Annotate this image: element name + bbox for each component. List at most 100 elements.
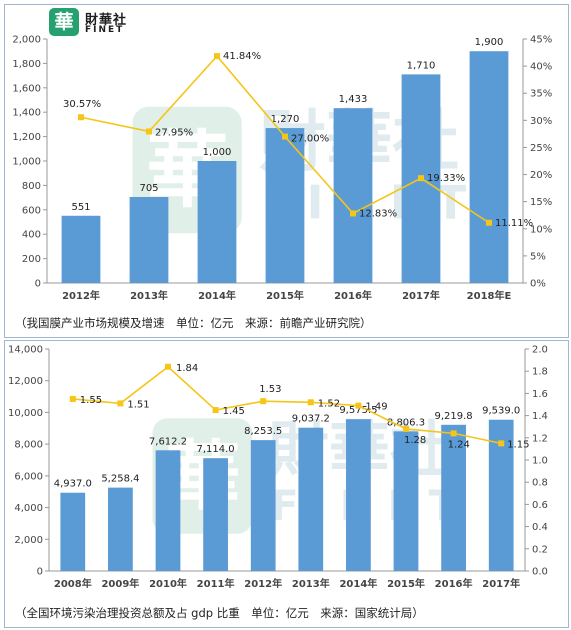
y2-tick-label: 5% <box>530 251 546 262</box>
bar-data-label: 9,575.5 <box>339 405 377 416</box>
bar <box>298 427 324 571</box>
y2-tick-label: 0.2 <box>532 544 548 555</box>
y-tick-label: 1,000 <box>12 157 41 168</box>
x-tick-label: 2014年 <box>198 289 236 302</box>
y2-tick-label: 35% <box>530 89 552 100</box>
series-line <box>72 365 502 445</box>
line-data-label: 11.11% <box>495 218 533 229</box>
line-point <box>214 53 220 60</box>
bar-data-label: 8,253.5 <box>244 426 282 437</box>
line-data-label: 30.57% <box>63 99 101 110</box>
x-tick-label: 2015年 <box>387 577 425 590</box>
line-point <box>212 407 219 414</box>
line-point <box>165 363 171 370</box>
line-data-label: 1.45 <box>223 406 245 417</box>
x-tick-label: 2016年 <box>334 289 372 302</box>
finet-logo-mark: 華 <box>49 8 79 36</box>
line-data-label: 1.28 <box>404 435 426 446</box>
y2-tick-label: 1.6 <box>532 389 548 400</box>
line-point <box>450 430 457 437</box>
y2-tick-label: 20% <box>530 170 552 181</box>
bar-data-label: 7,114.0 <box>197 444 235 455</box>
y2-tick-label: 25% <box>530 143 552 154</box>
y2-tick-label: 1.0 <box>532 456 548 467</box>
y2-tick-label: 0% <box>530 279 546 290</box>
bar-data-label: 1,000 <box>203 147 232 158</box>
y2-tick-label: 0.0 <box>532 567 548 578</box>
line-data-label: 1.53 <box>259 384 281 395</box>
y-tick-label: 1,400 <box>12 108 41 119</box>
line-data-label: 41.84% <box>223 51 261 62</box>
y-tick-label: 600 <box>22 205 41 216</box>
y2-tick-label: 40% <box>530 62 552 73</box>
y2-tick-label: 10% <box>530 224 552 235</box>
y2-tick-label: 1.2 <box>532 433 548 444</box>
y-tick-label: 0 <box>37 567 43 578</box>
line-data-label: 1.15 <box>507 439 529 450</box>
y-tick-label: 1,200 <box>12 132 41 143</box>
bar-data-label: 705 <box>139 183 158 194</box>
y-tick-label: 6,000 <box>14 471 43 482</box>
y-tick-label: 1,800 <box>12 59 41 70</box>
y2-tick-label: 2.0 <box>532 345 548 356</box>
x-tick-label: 2008年 <box>54 577 92 590</box>
line-point <box>498 440 505 447</box>
x-tick-label: 2011年 <box>197 577 235 590</box>
bar-data-label: 5,258.4 <box>101 474 139 485</box>
bar-data-label: 1,710 <box>407 60 436 71</box>
bar <box>393 431 419 571</box>
bar-data-label: 8,806.3 <box>387 417 425 428</box>
x-tick-label: 2016年 <box>435 577 473 590</box>
line-point <box>260 398 267 405</box>
line-point <box>486 219 492 226</box>
bar <box>250 440 276 571</box>
chart-caption: （全国环境污染治理投资总额及占 gdp 比重 单位：亿元 来源：国家统计局） <box>15 606 424 620</box>
y-tick-label: 2,000 <box>12 35 41 46</box>
chart-caption: （我国膜产业市场规模及增速 单位：亿元 来源：前瞻产业研究院） <box>15 316 372 330</box>
bar <box>441 424 466 571</box>
y2-tick-label: 1.4 <box>532 411 548 422</box>
x-tick-label: 2013年 <box>292 577 330 590</box>
y2-tick-label: 30% <box>530 116 552 127</box>
x-tick-label: 2009年 <box>101 577 139 590</box>
chart-market-size: 華財華社FINET02004006008001,0001,2001,4001,6… <box>12 35 552 303</box>
bar <box>203 458 228 571</box>
line-point <box>307 399 314 406</box>
bar <box>60 492 86 571</box>
y2-tick-label: 15% <box>530 197 552 208</box>
line-data-label: 1.24 <box>448 439 470 450</box>
y2-tick-label: 0.6 <box>532 500 548 511</box>
x-tick-label: 2015年 <box>266 289 304 302</box>
bar <box>108 487 133 571</box>
line-data-label: 1.84 <box>176 363 198 374</box>
line-point <box>282 133 288 140</box>
x-tick-label: 2017年 <box>402 289 440 302</box>
y-tick-label: 8,000 <box>14 440 43 451</box>
bar-data-label: 9,539.0 <box>482 406 520 417</box>
bar-data-label: 9,037.2 <box>292 414 330 425</box>
line-data-label: 19.33% <box>427 173 465 184</box>
finet-logo-english: FINET <box>85 25 125 35</box>
line-point <box>78 114 84 121</box>
y2-tick-label: 0.8 <box>532 478 548 489</box>
y-tick-label: 10,000 <box>8 408 43 419</box>
chart-env-investment: 華財華社FINET02,0004,0006,0008,00010,00012,0… <box>8 345 548 591</box>
line-point <box>350 210 356 217</box>
bar-data-label: 1,270 <box>271 114 300 125</box>
bar <box>346 419 371 571</box>
y2-tick-label: 0.4 <box>532 522 548 533</box>
x-tick-label: 2013年 <box>130 289 168 302</box>
line-point <box>418 175 424 182</box>
y2-tick-label: 45% <box>530 35 552 46</box>
bar-data-label: 7,612.2 <box>149 436 187 447</box>
bar-data-label: 1,900 <box>475 37 504 48</box>
bar <box>469 51 509 284</box>
x-tick-label: 2012年 <box>244 577 282 590</box>
y-tick-label: 0 <box>35 279 41 290</box>
x-tick-label: 2012年 <box>62 289 100 302</box>
bar <box>61 215 101 283</box>
bar-data-label: 1,433 <box>339 94 368 105</box>
y-tick-label: 12,000 <box>8 376 43 387</box>
line-data-label: 27.95% <box>155 127 193 138</box>
